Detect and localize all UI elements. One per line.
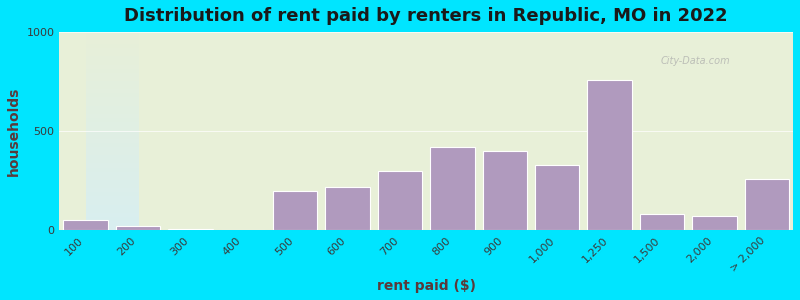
Title: Distribution of rent paid by renters in Republic, MO in 2022: Distribution of rent paid by renters in … [124, 7, 728, 25]
Bar [587, 80, 632, 230]
Bar [482, 151, 527, 230]
Bar [116, 226, 160, 230]
Bar [63, 220, 108, 230]
Text: City-Data.com: City-Data.com [661, 56, 730, 66]
X-axis label: rent paid ($): rent paid ($) [377, 279, 476, 293]
Bar [326, 187, 370, 230]
Bar [273, 190, 318, 230]
Bar [430, 147, 474, 230]
Bar [535, 165, 579, 230]
Y-axis label: households: households [7, 86, 21, 176]
Bar [378, 171, 422, 230]
Bar [640, 214, 684, 230]
Bar [692, 216, 737, 230]
Bar [168, 229, 213, 230]
Bar [745, 179, 789, 230]
